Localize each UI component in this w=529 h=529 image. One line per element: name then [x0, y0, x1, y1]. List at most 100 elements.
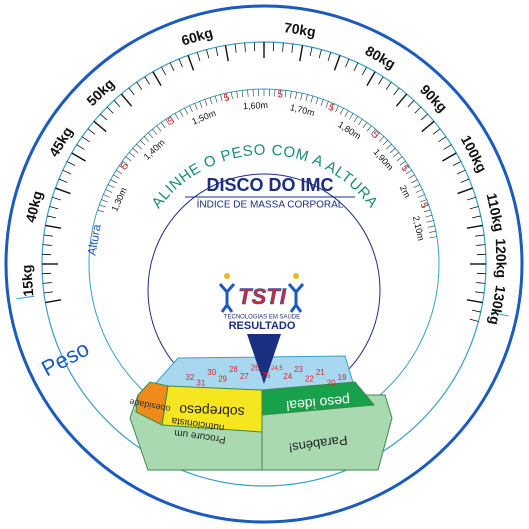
weight-tick	[333, 55, 341, 71]
height-tick	[320, 99, 324, 107]
height-tick	[209, 97, 213, 105]
ideal-band	[261, 381, 375, 416]
height-tick	[420, 199, 427, 203]
height-tick	[132, 148, 139, 154]
height-tick	[423, 209, 431, 213]
bmi-value: 24	[283, 372, 292, 381]
height-tick	[204, 99, 208, 107]
height-tick	[122, 160, 129, 166]
height-tick	[241, 90, 244, 98]
height-tick	[105, 189, 113, 193]
bmi-value: 23	[294, 365, 303, 374]
bmi-value: 30	[207, 368, 216, 377]
weight-tick	[432, 128, 441, 135]
weight-tick	[100, 113, 108, 121]
logo-tagline: TECNOLOGIAS EM SAÚDE	[224, 314, 300, 321]
weight-tick	[224, 45, 229, 62]
weight-tick	[469, 206, 479, 210]
bmi-value: 24,5	[271, 366, 283, 372]
height-tick	[165, 119, 170, 126]
height-tick	[179, 110, 184, 117]
weight-tick	[144, 76, 150, 85]
half-mark: 5	[417, 201, 429, 210]
height-tick	[426, 220, 434, 223]
title: DISCO DO IMC	[206, 175, 333, 195]
height-tick	[119, 165, 126, 170]
half-mark: 5	[277, 89, 284, 101]
weight-tick	[87, 128, 96, 135]
height-tick	[110, 179, 117, 184]
height-tick	[148, 132, 154, 139]
height-tick	[428, 230, 436, 233]
weight-tick	[361, 66, 367, 76]
height-tick	[405, 169, 412, 175]
weight-tick	[93, 120, 107, 133]
height-tick	[236, 91, 239, 99]
height-tick	[315, 97, 319, 105]
ideal-text: peso ideal	[286, 393, 351, 415]
height-tick	[156, 125, 162, 132]
height-tick	[305, 94, 308, 102]
weight-tick	[196, 52, 201, 61]
weight-tick	[407, 100, 415, 108]
bmi-value: 25	[262, 371, 271, 380]
height-tick	[386, 143, 392, 150]
weight-label: 130kg	[486, 284, 509, 326]
weight-tick	[113, 100, 121, 108]
bmi-value: 28	[229, 365, 238, 374]
weight-tick	[457, 187, 473, 195]
rim-mark	[490, 311, 509, 317]
weight-tick	[476, 244, 486, 246]
height-tick	[116, 169, 123, 175]
height-tick	[113, 174, 120, 179]
height-tick	[340, 107, 344, 115]
height-tick	[225, 93, 228, 101]
height-tick	[310, 95, 314, 103]
height-tick	[413, 184, 421, 188]
weight-tick	[234, 43, 237, 53]
logo-name: TSTI	[238, 284, 287, 309]
height-tick	[220, 94, 223, 102]
height-tick	[399, 160, 406, 166]
weight-tick	[318, 49, 322, 59]
height-title: Altura	[85, 223, 104, 257]
height-tick	[125, 156, 132, 162]
height-tick	[429, 236, 437, 239]
height-tick	[184, 107, 188, 115]
half-mark: 5	[166, 115, 177, 127]
height-tick	[279, 89, 281, 97]
weight-tick	[42, 244, 52, 246]
weight-tick	[327, 52, 332, 61]
weight-tick	[291, 43, 294, 53]
height-tick	[370, 128, 376, 135]
height-tick	[393, 152, 400, 158]
bmi-value: 29	[218, 374, 227, 383]
weight-tick	[345, 58, 350, 68]
weight-tick	[476, 282, 486, 284]
weight-tick	[469, 318, 479, 322]
bmi-value: 27	[240, 372, 249, 381]
weight-label: 15kg	[18, 264, 36, 297]
height-tick	[389, 148, 396, 154]
weight-tick	[136, 81, 143, 90]
height-tick	[107, 184, 115, 188]
weight-tick	[452, 161, 462, 167]
weight-tick	[71, 152, 86, 162]
bmi-value: 26	[251, 363, 260, 372]
weight-tick	[475, 234, 485, 237]
weight-tick	[215, 47, 219, 57]
height-tick	[382, 140, 388, 146]
height-tick	[174, 113, 179, 120]
weight-tick	[120, 93, 133, 107]
half-mark: 5	[119, 161, 131, 172]
height-tick	[99, 204, 107, 208]
pointer	[247, 334, 281, 384]
half-mark: 5	[369, 129, 381, 141]
weight-tick	[421, 120, 435, 133]
height-tick	[189, 105, 193, 113]
height-tick	[169, 116, 175, 123]
weight-tick	[366, 71, 376, 86]
weight-label: 40kg	[22, 189, 45, 224]
result-window	[129, 355, 393, 471]
